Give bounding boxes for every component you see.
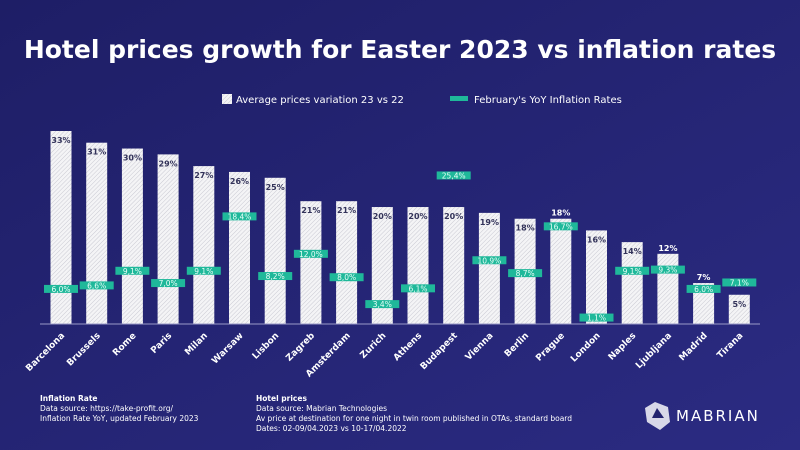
bar [407, 207, 429, 324]
inflation-marker [258, 272, 293, 281]
bar-value-label: 20% [408, 212, 427, 221]
bar-value-label: 16% [587, 235, 606, 244]
bar-value-label: 14% [623, 247, 642, 256]
inflation-marker [579, 313, 614, 322]
inflation-value-label: 12,0% [299, 250, 323, 259]
bar-value-label: 31% [87, 148, 106, 157]
bar-value-label: 18% [516, 224, 535, 233]
footer-inflation-line2: Inflation Rate YoY, updated February 202… [40, 414, 199, 423]
inflation-marker [472, 256, 507, 265]
inflation-value-label: 25,4% [442, 171, 466, 180]
bar [50, 131, 72, 324]
bar [157, 154, 179, 324]
bar-value-label: 21% [301, 206, 320, 215]
footer-hotel-heading: Hotel prices [256, 394, 307, 403]
bar-value-label: 18% [551, 209, 570, 218]
footer-inflation-heading: Inflation Rate [40, 394, 98, 403]
inflation-value-label: 16,7% [549, 222, 573, 231]
inflation-marker [365, 300, 400, 309]
inflation-value-label: 9,1% [194, 267, 213, 276]
chart-title: Hotel prices growth for Easter 2023 vs i… [24, 35, 776, 64]
inflation-marker [543, 222, 578, 231]
bar-value-label: 12% [658, 244, 677, 253]
bar [229, 171, 250, 324]
inflation-value-label: 8,0% [337, 273, 356, 282]
inflation-marker [44, 284, 78, 293]
inflation-marker [401, 284, 435, 293]
bar [86, 142, 108, 324]
inflation-value-label: 7,1% [730, 278, 749, 287]
inflation-value-label: 6,1% [408, 284, 427, 293]
bar [586, 230, 607, 324]
footer-inflation-line1: Data source: https://take-profit.org/ [40, 404, 174, 413]
bar-value-label: 20% [444, 212, 463, 221]
inflation-marker [329, 273, 364, 282]
inflation-marker [436, 171, 471, 180]
inflation-value-label: 1,1% [587, 314, 606, 323]
inflation-value-label: 18,4% [228, 212, 252, 221]
inflation-value-label: 8,2% [266, 272, 285, 281]
inflation-value-label: 9,1% [623, 267, 642, 276]
inflation-value-label: 10,9% [477, 256, 501, 265]
mabrian-logo: MABRIAN [645, 402, 760, 430]
inflation-value-label: 6,0% [51, 285, 70, 294]
bar-value-label: 25% [266, 183, 285, 192]
bar [336, 201, 358, 324]
inflation-marker [650, 265, 685, 274]
inflation-marker [222, 212, 257, 221]
inflation-marker [115, 266, 150, 275]
bar [193, 166, 215, 324]
footer-hotel-line2: Av price at destination for one night in… [256, 414, 572, 423]
bar [371, 207, 393, 324]
bar [300, 201, 322, 324]
inflation-marker [508, 269, 543, 278]
bar [121, 148, 143, 324]
logo-text: MABRIAN [676, 407, 760, 425]
legend-swatch-bar [222, 94, 232, 104]
bar [443, 207, 465, 324]
legend-label-marker: February's YoY Inflation Rates [474, 95, 622, 106]
bar-value-label: 30% [123, 154, 142, 163]
legend: Average prices variation 23 vs 22 Februa… [222, 94, 622, 106]
inflation-value-label: 6,0% [694, 285, 713, 294]
inflation-value-label: 8,7% [516, 269, 535, 278]
bar [693, 283, 715, 324]
footer-hotel-line3: Dates: 02-09/04.2023 vs 10-17/04.2022 [256, 424, 407, 433]
bar-value-label: 20% [373, 212, 392, 221]
bar [264, 177, 286, 324]
bar [728, 294, 750, 324]
inflation-marker [293, 249, 328, 258]
bar [657, 253, 679, 324]
bar-value-label: 29% [159, 159, 178, 168]
inflation-marker [79, 281, 114, 290]
bar [550, 218, 572, 324]
inflation-marker [686, 284, 721, 293]
bar [478, 212, 500, 324]
bar-value-label: 33% [51, 136, 70, 145]
inflation-marker [186, 266, 221, 275]
footer-hotel-line1: Data source: Mabrian Technologies [256, 404, 387, 413]
bar-value-label: 5% [733, 300, 747, 309]
inflation-marker [615, 266, 650, 275]
inflation-value-label: 7,0% [159, 279, 178, 288]
inflation-value-label: 6,6% [87, 281, 106, 290]
bar-value-label: 19% [480, 218, 499, 227]
bar-value-label: 21% [337, 206, 356, 215]
footer: Inflation Rate Data source: https://take… [40, 394, 572, 433]
bar [621, 242, 643, 324]
inflation-value-label: 9,3% [658, 266, 677, 275]
bar-value-label: 26% [230, 177, 249, 186]
bar-value-label: 27% [194, 171, 213, 180]
legend-label-bar: Average prices variation 23 vs 22 [236, 95, 404, 106]
inflation-marker [722, 278, 757, 287]
inflation-value-label: 3,4% [373, 300, 392, 309]
legend-swatch-marker [450, 96, 468, 101]
inflation-value-label: 9,1% [123, 267, 142, 276]
bar-value-label: 7% [697, 273, 711, 282]
inflation-marker [151, 279, 186, 288]
